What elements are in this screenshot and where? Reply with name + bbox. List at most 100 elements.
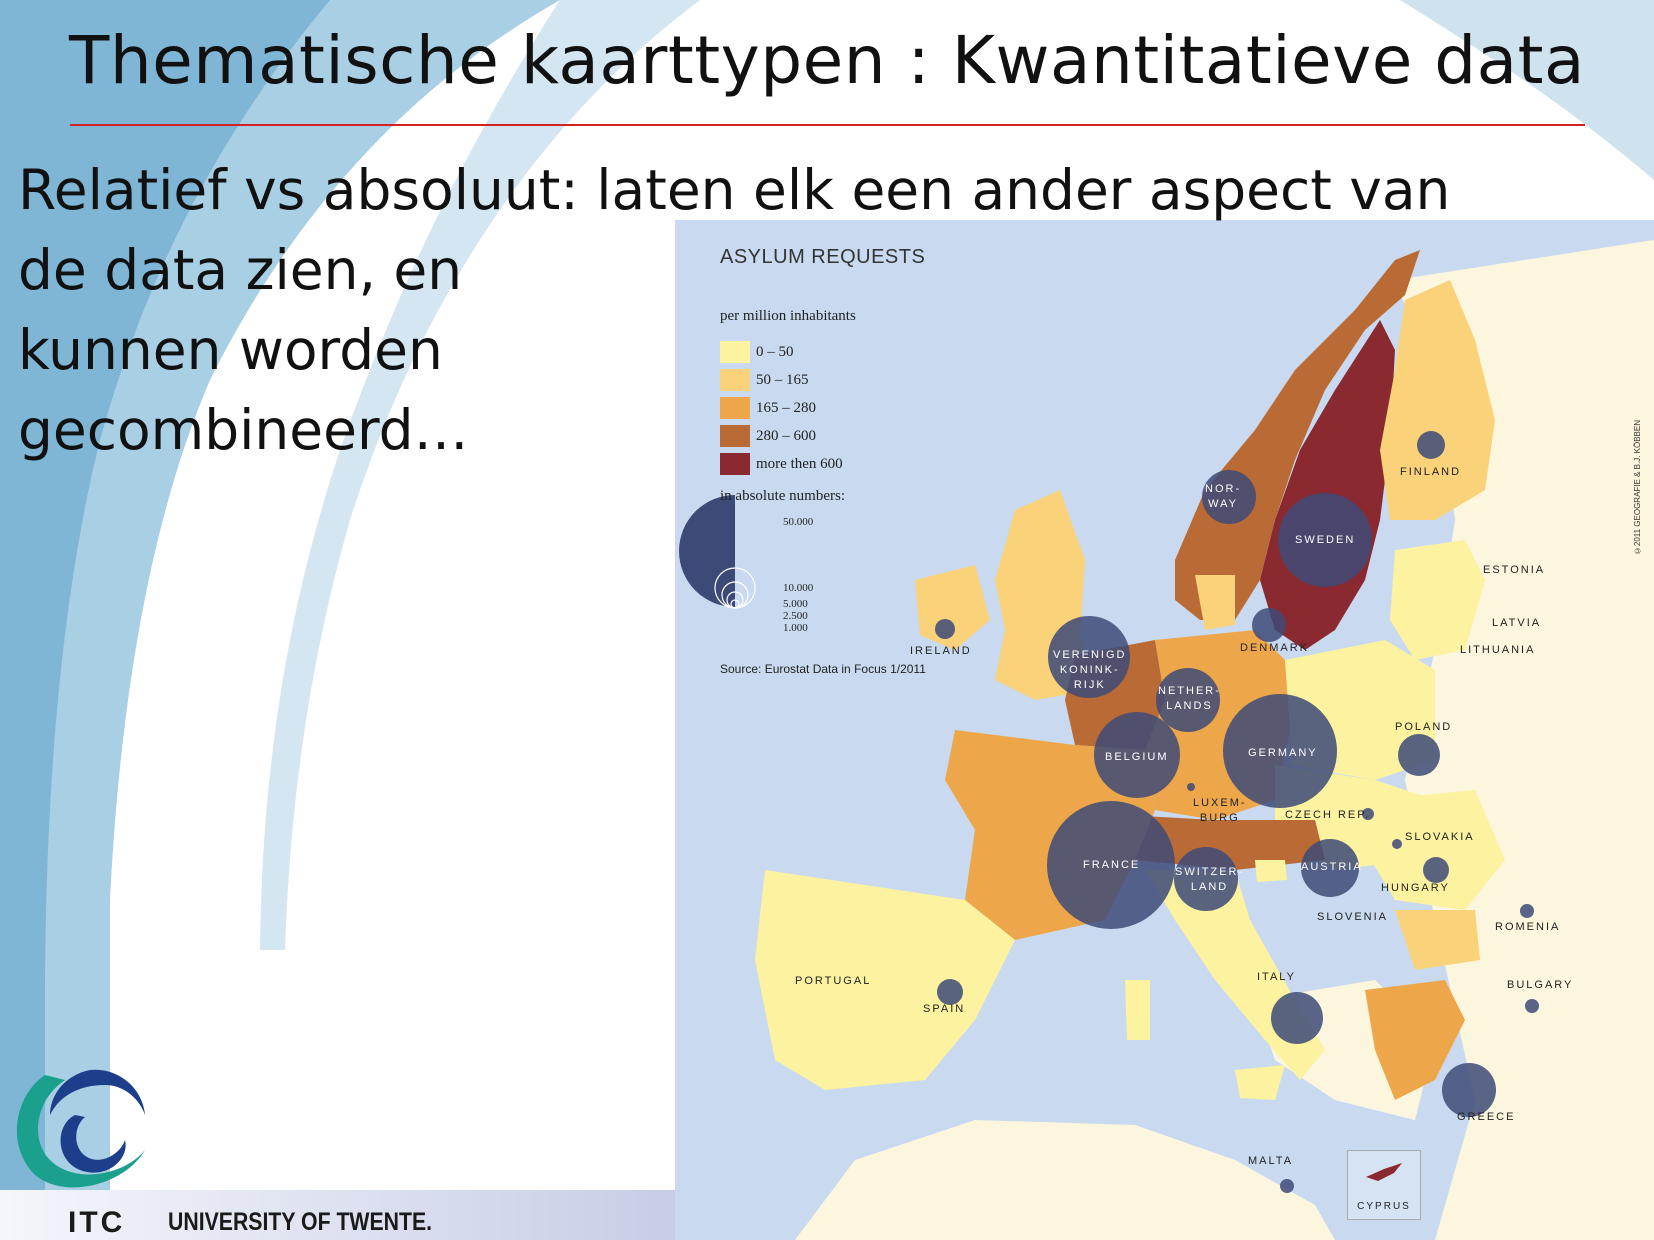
symbol-uk bbox=[1048, 616, 1130, 698]
legend-absolute-title: in absolute numbers: bbox=[720, 488, 845, 504]
country-label-bulgaria: BULGARY bbox=[1507, 979, 1574, 991]
country-label-spain: SPAIN bbox=[923, 1003, 966, 1015]
map-source: Source: Eurostat Data in Focus 1/2011 bbox=[720, 662, 926, 676]
country-label-denmark: DENMARK bbox=[1240, 642, 1310, 654]
country-label-slovenia: SLOVENIA bbox=[1317, 911, 1389, 923]
country-label-netherlands: NETHER- LANDS bbox=[1158, 685, 1221, 712]
map-canvas bbox=[679, 240, 1654, 1240]
symbol-france bbox=[1047, 801, 1175, 929]
symbol-finland bbox=[1417, 431, 1445, 459]
legend-class-label: 280 – 600 bbox=[756, 427, 816, 444]
country-romania bbox=[1365, 790, 1505, 910]
legend-class-label: 50 – 165 bbox=[756, 371, 809, 388]
country-label-cyprus: CYPRUS bbox=[1357, 1201, 1411, 1212]
country-label-ireland: IRELAND bbox=[910, 645, 972, 657]
country-greece bbox=[1365, 980, 1465, 1100]
body-text: Relatief vs absoluut: laten elk een ande… bbox=[18, 150, 1450, 470]
country-label-finland: FINLAND bbox=[1400, 466, 1462, 478]
symbol-italy bbox=[1271, 992, 1323, 1044]
symbol-norway bbox=[1202, 470, 1256, 524]
body-line: kunnen worden bbox=[18, 318, 443, 382]
country-label-sweden: SWEDEN bbox=[1295, 534, 1356, 546]
symbol-austria bbox=[1301, 839, 1359, 897]
absolute-legend-symbols bbox=[679, 495, 756, 609]
land-africa bbox=[795, 1120, 1335, 1240]
country-bulgaria bbox=[1395, 910, 1480, 970]
symbol-switzerland bbox=[1174, 847, 1238, 911]
legend-swatch bbox=[720, 369, 750, 391]
legend-class-label: 165 – 280 bbox=[756, 399, 816, 416]
symbol-netherlands bbox=[1156, 668, 1220, 732]
legend-absolute-value: 2.500 bbox=[783, 610, 808, 622]
country-label-malta: MALTA bbox=[1248, 1155, 1294, 1167]
country-label-slovakia: SLOVAKIA bbox=[1405, 831, 1475, 843]
country-label-norway: NOR- WAY bbox=[1205, 483, 1242, 510]
country-label-latvia: LATVIA bbox=[1492, 617, 1542, 629]
country-label-greece: GREECE bbox=[1457, 1111, 1516, 1123]
symbol-czech bbox=[1362, 808, 1374, 820]
footer-bar bbox=[0, 1190, 675, 1240]
symbol-ireland bbox=[935, 619, 955, 639]
country-label-germany: GERMANY bbox=[1248, 747, 1318, 759]
country-label-portugal: PORTUGAL bbox=[795, 975, 872, 987]
country-alps bbox=[1125, 815, 1325, 870]
country-label-poland: POLAND bbox=[1395, 721, 1453, 733]
country-label-romania: ROMENIA bbox=[1495, 921, 1561, 933]
country-label-switzerland: SWITZER- LAND bbox=[1175, 866, 1245, 893]
symbol-hungary bbox=[1423, 857, 1449, 883]
legend-class-label: 0 – 50 bbox=[756, 343, 794, 360]
legend-absolute-value: 1.000 bbox=[783, 622, 808, 634]
symbol-poland bbox=[1398, 734, 1440, 776]
country-label-luxembourg: LUXEM- BURG bbox=[1193, 797, 1247, 824]
country-denmark bbox=[1195, 575, 1235, 630]
itc-wordmark: ITC bbox=[68, 1206, 126, 1239]
legend-class: 280 – 600 bbox=[720, 424, 816, 448]
legend-class-label: more then 600 bbox=[756, 455, 843, 472]
country-label-uk: VERENIGD KONINK- RIJK bbox=[1053, 649, 1127, 691]
country-label-belgium: BELGIUM bbox=[1105, 751, 1169, 763]
legend-class: 0 – 50 bbox=[720, 340, 794, 364]
symbol-romania bbox=[1520, 904, 1534, 918]
symbol-greece bbox=[1442, 1063, 1496, 1117]
country-italy bbox=[1145, 870, 1325, 1080]
island-sardinia bbox=[1125, 980, 1150, 1040]
country-ireland bbox=[915, 565, 990, 650]
symbol-sweden bbox=[1278, 493, 1372, 587]
body-line: gecombineerd… bbox=[18, 398, 469, 462]
legend-class: more then 600 bbox=[720, 452, 843, 476]
legend-class: 165 – 280 bbox=[720, 396, 816, 420]
map-title: ASYLUM REQUESTS bbox=[720, 246, 926, 268]
legend-absolute-value: 50.000 bbox=[783, 516, 814, 528]
legend-swatch bbox=[720, 397, 750, 419]
country-label-estonia: ESTONIA bbox=[1483, 564, 1546, 576]
symbol-malta bbox=[1280, 1179, 1294, 1193]
legend-absolute-value: 10.000 bbox=[783, 582, 814, 594]
body-line: Relatief vs absoluut: laten elk een ande… bbox=[18, 158, 1451, 222]
country-slovenia bbox=[1255, 860, 1287, 882]
symbol-luxembourg bbox=[1187, 783, 1195, 791]
country-label-italy: ITALY bbox=[1257, 971, 1296, 983]
cyprus-inset: CYPRUS bbox=[1347, 1150, 1421, 1220]
legend-circle-50000 bbox=[679, 495, 735, 607]
legend-class: 50 – 165 bbox=[720, 368, 809, 392]
symbol-slovakia bbox=[1392, 839, 1402, 849]
symbol-spain bbox=[937, 979, 963, 1005]
asylum-map: ASYLUM REQUESTS per million inhabitants … bbox=[675, 220, 1654, 1240]
symbol-denmark bbox=[1252, 608, 1286, 642]
country-baltics bbox=[1390, 540, 1485, 660]
legend-relative-title: per million inhabitants bbox=[720, 308, 856, 324]
country-label-lithuania: LITHUANIA bbox=[1460, 644, 1536, 656]
country-label-czech: CZECH REP. bbox=[1285, 809, 1371, 821]
legend-swatch bbox=[720, 341, 750, 363]
slide-title: Thematische kaarttypen : Kwantitatieve d… bbox=[69, 22, 1585, 99]
university-name: UNIVERSITY OF TWENTE. bbox=[168, 1208, 433, 1236]
country-norway bbox=[1175, 250, 1420, 620]
symbol-belgium bbox=[1094, 712, 1180, 798]
country-label-hungary: HUNGARY bbox=[1381, 882, 1450, 894]
country-iberia bbox=[755, 870, 1015, 1090]
title-divider bbox=[70, 124, 1585, 126]
map-copyright: ©2011 GEOGRAFIE & B.J. KÖBBEN bbox=[1633, 420, 1642, 556]
symbol-germany bbox=[1223, 694, 1337, 808]
legend-absolute-value: 5.000 bbox=[783, 598, 808, 610]
